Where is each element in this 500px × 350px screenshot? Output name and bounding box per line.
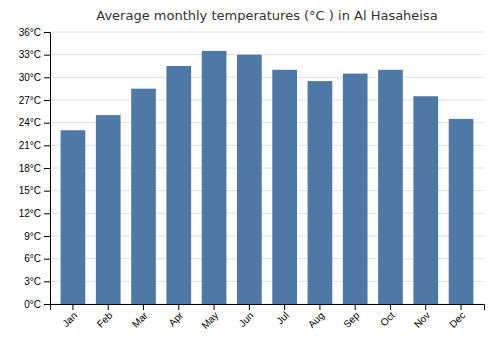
x-tick: Sep	[341, 304, 362, 330]
y-tick-label: 30°C	[19, 72, 41, 83]
y-tick: 36°C	[19, 27, 50, 38]
grid-line	[50, 54, 484, 55]
x-tick-mark	[461, 304, 462, 310]
x-tick-mark	[72, 304, 73, 310]
y-tick-label: 33°C	[19, 49, 41, 60]
y-tick: 9°C	[24, 231, 50, 242]
y-tick: 33°C	[19, 49, 50, 60]
x-tick-mark	[425, 304, 426, 310]
grid-line	[50, 32, 484, 33]
x-tick: Jul	[274, 304, 291, 326]
bar	[343, 74, 368, 304]
x-tick-label: Apr	[166, 309, 185, 328]
y-tick: 24°C	[19, 117, 50, 128]
x-tick: Apr	[166, 304, 185, 328]
x-tick-mark	[249, 304, 250, 310]
bar	[166, 66, 191, 304]
y-tick-mark	[44, 281, 50, 282]
y-tick: 3°C	[24, 276, 50, 287]
x-tick-label: Nov	[412, 310, 432, 330]
y-tick: 6°C	[24, 253, 50, 264]
y-tick-label: 18°C	[19, 163, 41, 174]
y-tick-label: 15°C	[19, 185, 41, 196]
y-tick-label: 24°C	[19, 117, 41, 128]
x-tick: Nov	[412, 304, 432, 330]
bar	[237, 55, 262, 304]
x-tick-label: Oct	[378, 310, 397, 329]
x-tick-mark	[284, 304, 285, 310]
grid	[50, 32, 484, 304]
x-tick: Oct	[378, 304, 397, 328]
y-tick: 0°C	[24, 299, 50, 310]
y-tick-mark	[44, 123, 50, 124]
x-tick-mark	[355, 304, 356, 310]
y-tick-mark	[44, 259, 50, 260]
bar	[449, 119, 474, 304]
y-tick-mark	[44, 168, 50, 169]
y-tick-mark	[44, 55, 50, 56]
x-tick-mark	[108, 304, 109, 310]
x-tick-label: Sep	[341, 309, 362, 330]
x-tick-mark	[178, 304, 179, 310]
y-tick-label: 9°C	[24, 231, 41, 242]
x-axis: Jan Feb Mar Apr May Jun Jul Aug Sep Oct Nov Dec	[51, 304, 485, 331]
x-tick: Feb	[95, 304, 115, 330]
y-tick: 12°C	[19, 208, 50, 219]
x-tick-label: Jul	[274, 310, 291, 327]
x-tick-label: Aug	[306, 310, 326, 330]
y-tick: 30°C	[19, 72, 50, 83]
x-tick: Aug	[306, 304, 326, 330]
y-tick-mark	[44, 32, 50, 33]
y-tick-mark	[44, 100, 50, 101]
x-tick-mark	[143, 304, 144, 310]
y-tick-label: 12°C	[19, 208, 41, 219]
bar	[96, 115, 121, 304]
y-tick-mark	[44, 304, 50, 305]
y-tick-label: 3°C	[24, 276, 41, 287]
x-tick-label: May	[199, 310, 220, 331]
x-tick: Mar	[130, 304, 150, 330]
y-axis: 0°C 3°C 6°C 9°C 12°C 15°C 18°C 21°C 24°C 27°C 30°C…	[19, 27, 51, 310]
y-tick-mark	[44, 145, 50, 146]
y-tick-label: 21°C	[19, 140, 41, 151]
x-tick-label: Dec	[447, 310, 467, 330]
bar	[413, 96, 438, 304]
y-tick: 27°C	[19, 95, 50, 106]
y-tick-mark	[44, 213, 50, 214]
x-tick-label: Jan	[60, 310, 79, 329]
x-tick: Jan	[60, 304, 79, 329]
x-tick: Jun	[237, 304, 256, 329]
bar	[378, 70, 403, 304]
x-axis-line	[51, 305, 485, 311]
x-tick-mark	[390, 304, 391, 310]
y-axis-line	[44, 33, 51, 305]
y-tick: 18°C	[19, 163, 50, 174]
title: Average monthly temperatures (°C ) in Al…	[96, 8, 437, 23]
grid-line	[50, 77, 484, 78]
y-tick-mark	[44, 236, 50, 237]
x-tick-mark	[319, 304, 320, 310]
y-tick-label: 27°C	[19, 95, 41, 106]
y-tick-mark	[44, 191, 50, 192]
bar	[308, 81, 333, 304]
y-tick: 21°C	[19, 140, 50, 151]
y-tick: 15°C	[19, 185, 50, 196]
x-tick-label: Feb	[95, 309, 115, 329]
y-tick-label: 0°C	[24, 299, 41, 310]
x-tick-label: Mar	[130, 309, 150, 329]
chart: 0°C 3°C 6°C 9°C 12°C 15°C 18°C 21°C 24°C 27°C 30°C…	[0, 0, 500, 350]
bar	[202, 51, 227, 304]
y-tick-mark	[44, 77, 50, 78]
bar	[272, 70, 297, 304]
x-tick-mark	[214, 304, 215, 310]
x-tick: May	[199, 304, 220, 331]
y-tick-label: 6°C	[24, 253, 41, 264]
plot: 0°C 3°C 6°C 9°C 12°C 15°C 18°C 21°C 24°C 27°C 30°C…	[19, 27, 485, 331]
bars	[61, 51, 474, 304]
y-tick-label: 36°C	[19, 27, 41, 38]
x-tick-label: Jun	[237, 310, 256, 329]
bar	[61, 130, 86, 304]
bar	[131, 89, 156, 304]
x-tick: Dec	[447, 304, 467, 330]
